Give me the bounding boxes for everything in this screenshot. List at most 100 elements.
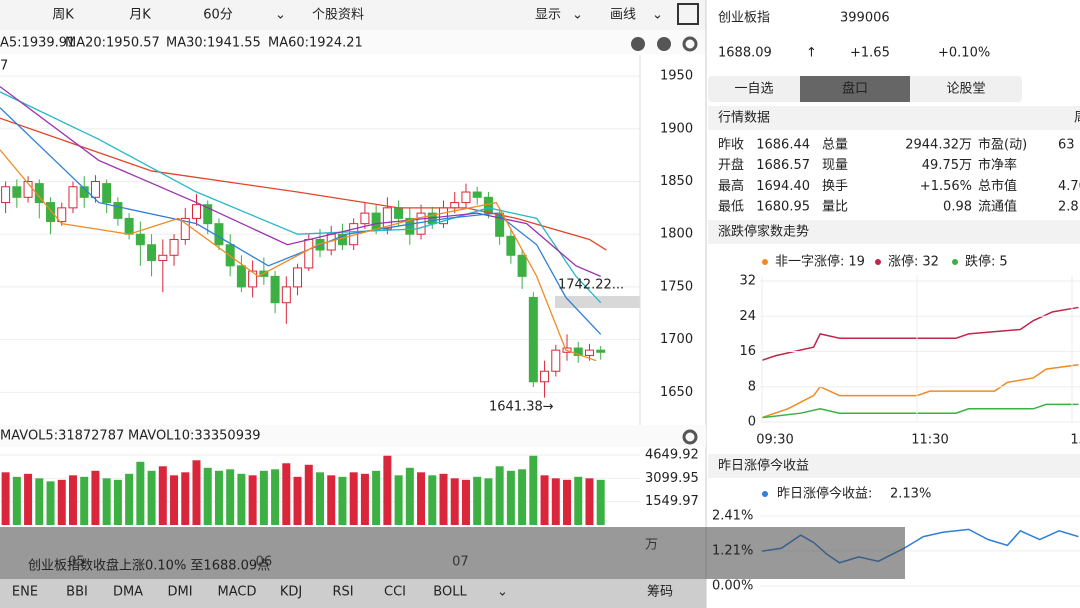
- candle-body: [46, 202, 56, 223]
- index-name: 创业板指: [718, 11, 770, 26]
- volume-bar: [170, 475, 179, 525]
- candle-body: [293, 267, 303, 288]
- indicator-tab[interactable]: CCI: [384, 585, 406, 600]
- period-tab[interactable]: 个股资料: [312, 8, 364, 23]
- volume-bar: [181, 472, 190, 525]
- y-tick-label: 1950: [660, 69, 693, 84]
- tab[interactable]: 一自选: [734, 82, 773, 97]
- volume-bar: [226, 469, 235, 525]
- period-tab[interactable]: 月K: [129, 8, 151, 23]
- candle-body: [180, 217, 190, 240]
- volume-bar: [495, 466, 504, 525]
- volume-bar: [383, 455, 392, 525]
- volume-bar: [113, 479, 122, 525]
- candle-body: [573, 347, 583, 356]
- table-cell: 开盘: [718, 157, 744, 173]
- indicator-more[interactable]: ⌄: [497, 585, 508, 600]
- volume-bar: [327, 475, 336, 525]
- price: 1688.09: [718, 46, 772, 61]
- ma-bar: [0, 30, 706, 54]
- volume-bar: [574, 476, 583, 525]
- volume-bar: [360, 473, 369, 525]
- indicator-tab[interactable]: DMI: [167, 585, 192, 600]
- volume-bar: [35, 478, 44, 525]
- volume-bar: [439, 473, 448, 525]
- candle-body: [169, 238, 179, 256]
- table-cell: 1680.95: [756, 200, 810, 215]
- display-menu[interactable]: 显示: [535, 8, 561, 23]
- x-tick-label: 09:30: [756, 433, 793, 448]
- indicator-bar: [0, 579, 706, 608]
- volume-bar: [349, 472, 358, 525]
- legend-label: 昨日涨停今收益:: [777, 486, 872, 502]
- candle-body: [113, 202, 123, 219]
- legend-dot: [952, 259, 958, 265]
- limit-line: [761, 403, 1079, 419]
- indicator-tab[interactable]: MACD: [218, 585, 257, 600]
- annotation: 1641.38→: [489, 400, 554, 415]
- table-cell: 2.81万: [1058, 200, 1080, 215]
- y-tick-label: 2.41%: [712, 509, 753, 524]
- zoom-in[interactable]: [631, 37, 645, 51]
- candle-body: [551, 349, 561, 372]
- y-tick-label: 1750: [660, 279, 693, 294]
- candle-body: [57, 207, 67, 223]
- settings[interactable]: [682, 36, 698, 52]
- vol-settings[interactable]: [682, 429, 698, 445]
- change-pct: +0.10%: [938, 46, 990, 61]
- indicator-tab[interactable]: BBI: [66, 585, 88, 600]
- volume-bar: [125, 473, 134, 525]
- tab[interactable]: 论股堂: [946, 82, 985, 97]
- period-tab[interactable]: 周K: [52, 8, 74, 23]
- indicator-tab[interactable]: RSI: [332, 585, 353, 600]
- draw-menu[interactable]: 画线: [610, 8, 636, 23]
- volume-bar: [529, 455, 538, 525]
- chips-tab[interactable]: 筹码: [647, 584, 673, 600]
- candle-body: [304, 238, 314, 269]
- candle-body: [540, 370, 550, 383]
- candle-body: [371, 212, 381, 230]
- ma-line: [0, 107, 602, 335]
- table-cell: 49.75万: [922, 158, 972, 173]
- volume-bar: [304, 464, 313, 525]
- volume-bar: [203, 467, 212, 525]
- volume-bar: [293, 476, 302, 525]
- y-tick-label: 8: [748, 379, 756, 394]
- tab[interactable]: 盘口: [842, 81, 868, 97]
- legend-value: 19: [848, 255, 865, 270]
- table-cell: 市净率: [978, 157, 1017, 173]
- zoom-out[interactable]: [657, 37, 671, 51]
- ma-line: [0, 91, 602, 304]
- candle-body: [23, 180, 33, 198]
- volume-bar: [158, 466, 167, 525]
- volume-bar: [506, 470, 515, 525]
- table-cell: 市盈(动): [978, 137, 1027, 153]
- indicator-tab[interactable]: KDJ: [280, 585, 302, 600]
- table-cell: 换手: [822, 179, 848, 194]
- y-tick-label: 0.00%: [712, 579, 753, 594]
- volume-bar: [46, 481, 55, 525]
- ma-line: [0, 86, 601, 277]
- period-more[interactable]: ⌄: [275, 8, 286, 23]
- price-marker: [555, 296, 640, 308]
- volume-bar: [1, 472, 10, 525]
- period-tab[interactable]: 60分: [203, 8, 233, 23]
- table-cell: 总市值: [978, 178, 1017, 194]
- table-cell: 最高: [718, 178, 744, 194]
- volume-bar: [282, 463, 291, 525]
- candle-body: [248, 270, 258, 288]
- fullscreen-icon[interactable]: [677, 3, 699, 25]
- indicator-tab[interactable]: DMA: [113, 585, 143, 600]
- table-cell: 0.98: [943, 200, 972, 215]
- volume-bar: [91, 470, 100, 525]
- indicator-tab[interactable]: BOLL: [433, 585, 467, 600]
- volume-bar: [102, 478, 111, 525]
- volume-bar: [563, 479, 572, 525]
- corner-text: 7: [0, 59, 8, 74]
- table-cell: 总量: [822, 138, 848, 153]
- ma-legend: A5:1939.91: [0, 36, 75, 51]
- candle-body: [34, 183, 44, 204]
- legend-label: 涨停:: [888, 254, 918, 270]
- candle-body: [270, 275, 280, 304]
- indicator-tab[interactable]: ENE: [12, 585, 38, 600]
